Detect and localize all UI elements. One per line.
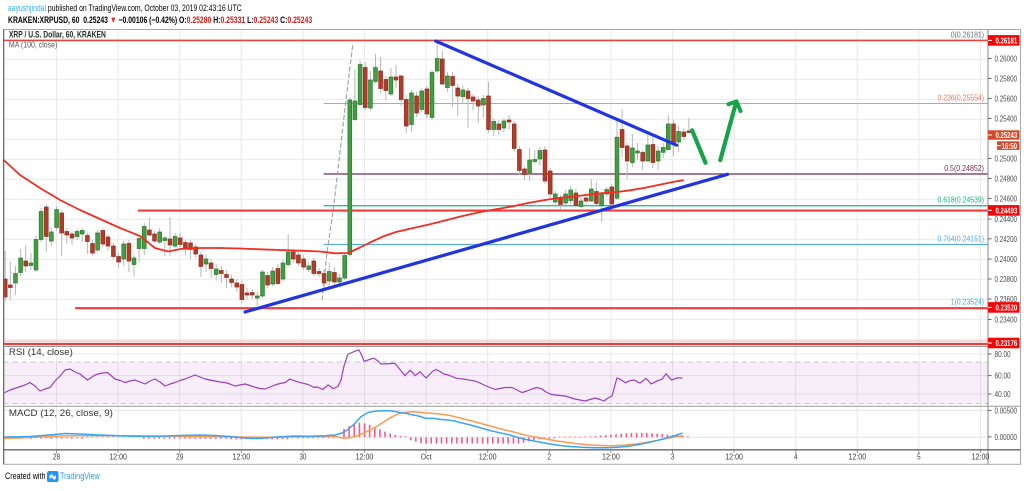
svg-text:3: 3	[671, 452, 675, 462]
svg-text:30: 30	[299, 452, 306, 462]
svg-text:0.24200: 0.24200	[995, 234, 1018, 244]
svg-text:12:00: 12:00	[109, 452, 127, 462]
svg-text:0.25000: 0.25000	[995, 154, 1018, 164]
svg-text:0(0.26181): 0(0.26181)	[951, 29, 984, 39]
svg-text:0.23520: 0.23520	[996, 303, 1018, 313]
svg-text:Oct: Oct	[421, 452, 432, 462]
svg-text:MA (100, close): MA (100, close)	[9, 40, 58, 50]
svg-text:0.764(0.24151): 0.764(0.24151)	[938, 234, 985, 244]
svg-text:2: 2	[548, 452, 552, 462]
svg-text:MACD (12, 26, close, 9): MACD (12, 26, close, 9)	[9, 408, 113, 418]
svg-text:0.23400: 0.23400	[995, 315, 1018, 325]
svg-text:16:50: 16:50	[1002, 141, 1018, 151]
svg-text:RSI (14, close): RSI (14, close)	[9, 347, 73, 357]
svg-text:29: 29	[176, 452, 183, 462]
svg-text:5: 5	[917, 452, 921, 462]
svg-text:0.24400: 0.24400	[995, 214, 1018, 224]
svg-text:0.24600: 0.24600	[995, 194, 1018, 204]
svg-text:4: 4	[794, 452, 798, 462]
svg-text:0.23600: 0.23600	[995, 294, 1018, 304]
svg-text:0.00000: 0.00000	[995, 432, 1018, 442]
svg-text:12:00: 12:00	[725, 452, 743, 462]
svg-text:0.25400: 0.25400	[995, 114, 1018, 124]
svg-text:0.24493: 0.24493	[996, 206, 1018, 216]
svg-text:12:00: 12:00	[602, 452, 620, 462]
svg-text:0.23800: 0.23800	[995, 274, 1018, 284]
svg-text:80.00: 80.00	[995, 349, 1011, 359]
svg-text:12:00: 12:00	[356, 452, 374, 462]
svg-text:60.00: 60.00	[995, 371, 1011, 381]
svg-text:0.00500: 0.00500	[995, 405, 1018, 415]
svg-text:0.5(0.24852): 0.5(0.24852)	[944, 163, 984, 173]
svg-text:12:00: 12:00	[232, 452, 250, 462]
svg-text:12:00: 12:00	[972, 452, 990, 462]
svg-text:0.25600: 0.25600	[995, 94, 1018, 104]
svg-text:0.236(0.25554): 0.236(0.25554)	[938, 93, 985, 103]
svg-text:0.24800: 0.24800	[995, 174, 1018, 184]
svg-text:28: 28	[53, 452, 60, 462]
svg-text:0.25243: 0.25243	[996, 130, 1018, 140]
svg-text:0.26000: 0.26000	[995, 54, 1018, 64]
svg-text:0.24000: 0.24000	[995, 254, 1018, 264]
svg-text:12:00: 12:00	[848, 452, 866, 462]
svg-text:0.25800: 0.25800	[995, 74, 1018, 84]
svg-text:0.618(0.24539): 0.618(0.24539)	[938, 195, 985, 205]
svg-text:40.00: 40.00	[995, 389, 1011, 399]
svg-text:0.23176: 0.23176	[996, 338, 1018, 348]
svg-text:0.26181: 0.26181	[996, 36, 1018, 46]
svg-text:1(0.23524): 1(0.23524)	[951, 296, 984, 306]
svg-text:XRP / U.S. Dollar, 60, KRAKEN: XRP / U.S. Dollar, 60, KRAKEN	[9, 29, 106, 39]
svg-text:12:00: 12:00	[479, 452, 497, 462]
